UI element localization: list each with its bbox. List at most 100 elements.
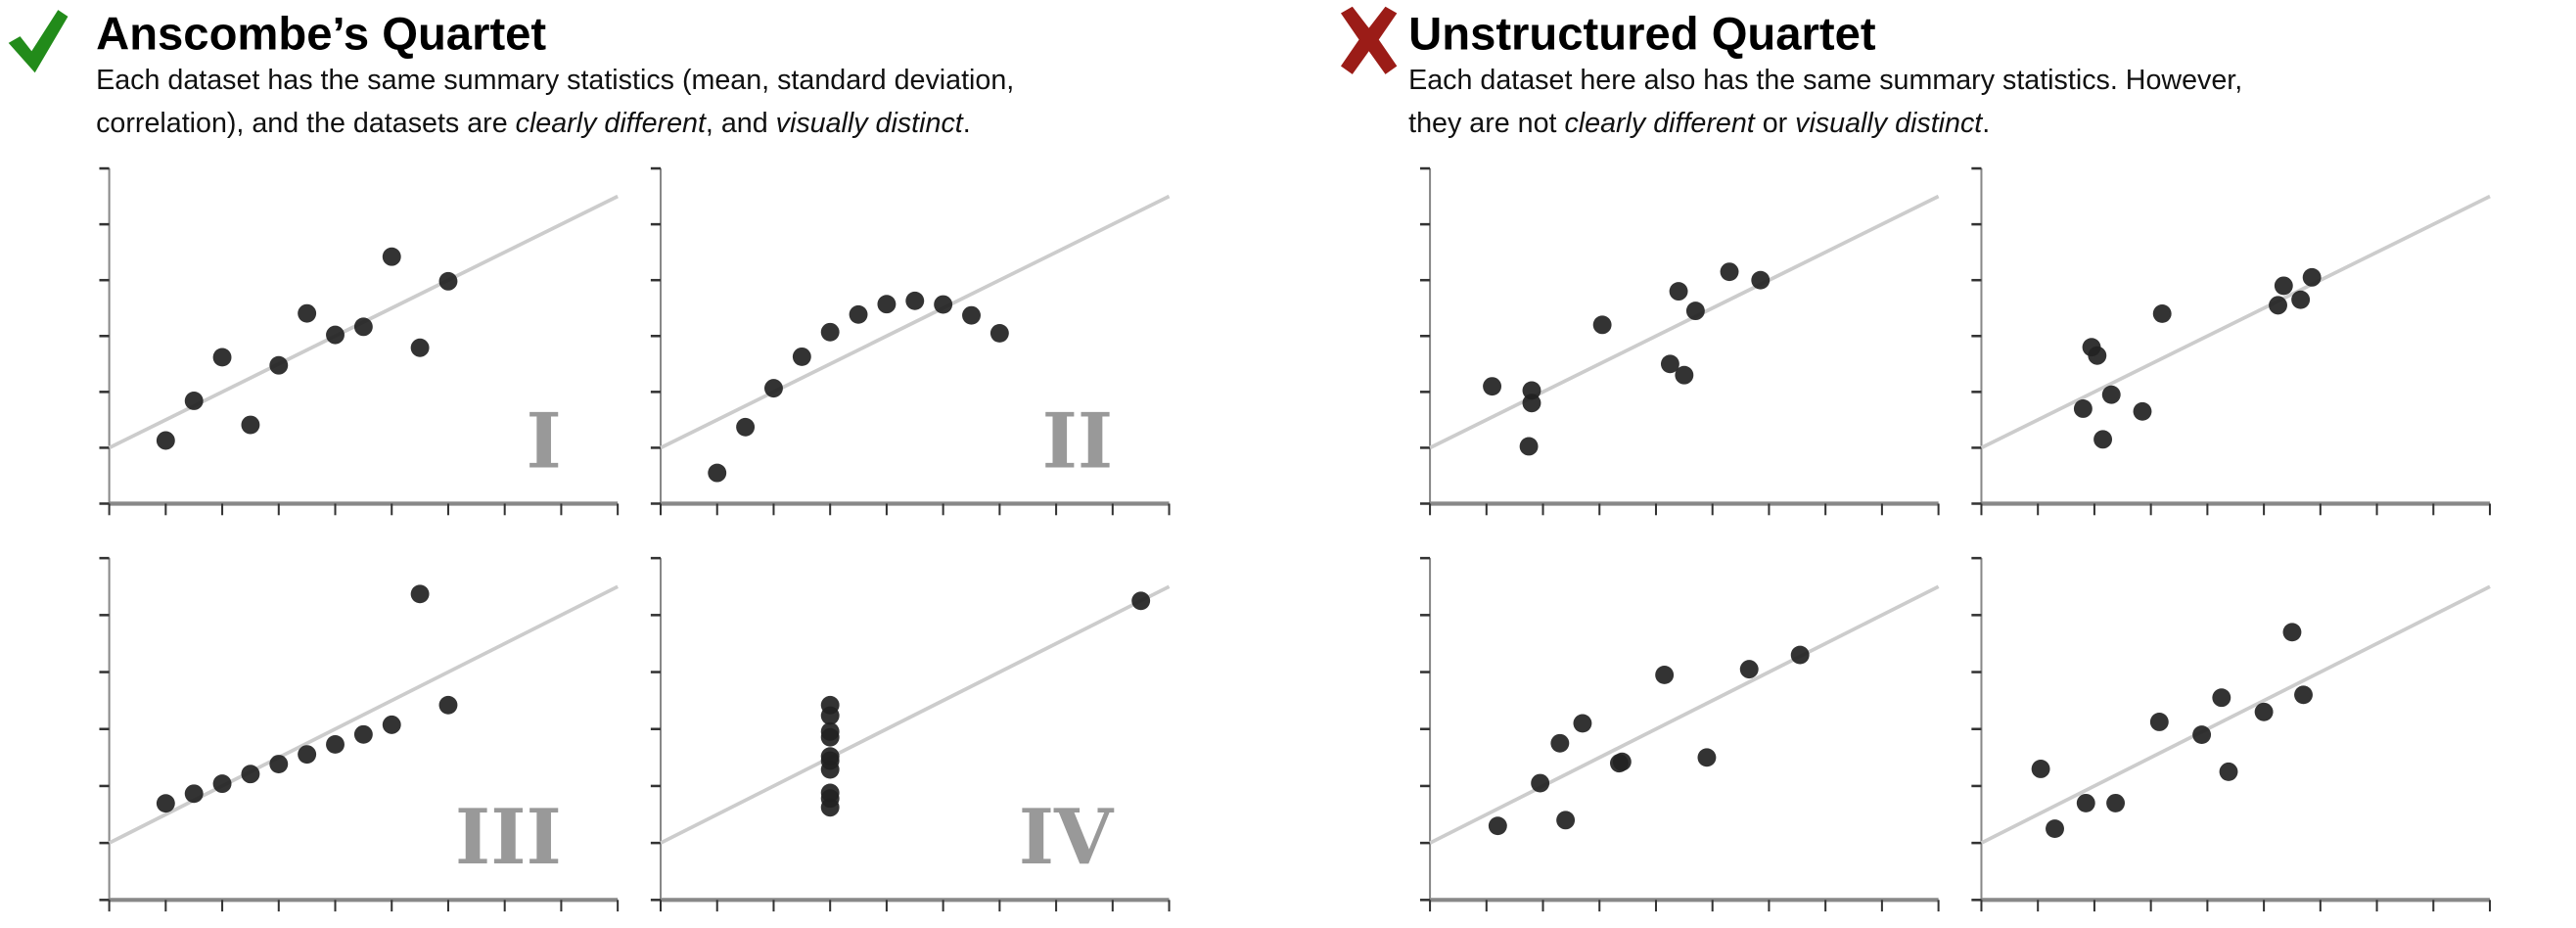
data-point bbox=[989, 323, 1009, 343]
left-header: Anscombe’s Quartet Each dataset has the … bbox=[8, 9, 1014, 139]
data-point bbox=[2031, 760, 2050, 778]
right-subtitle-text: . bbox=[1982, 108, 1990, 139]
data-point bbox=[820, 706, 840, 725]
left-subtitle-text: correlation), and the datasets are bbox=[96, 108, 516, 139]
regression-line bbox=[1429, 584, 1940, 845]
data-point bbox=[1720, 262, 1739, 282]
data-point bbox=[764, 379, 783, 398]
data-point bbox=[241, 765, 260, 784]
data-point bbox=[905, 291, 925, 310]
data-point bbox=[184, 392, 204, 410]
data-point bbox=[212, 348, 232, 367]
regression-line bbox=[660, 584, 1171, 845]
data-point bbox=[2274, 276, 2293, 296]
right-title: Unstructured Quartet bbox=[1408, 9, 1876, 61]
data-point bbox=[1550, 733, 1570, 753]
data-point bbox=[1669, 282, 1688, 302]
data-point bbox=[2073, 399, 2093, 418]
data-point bbox=[326, 735, 345, 754]
right-subtitle-line2: they are not clearly different or visual… bbox=[1408, 108, 1990, 139]
scatter-panel: III bbox=[99, 556, 620, 912]
data-point bbox=[298, 745, 317, 765]
data-point bbox=[1483, 377, 1502, 396]
right-subtitle-text: they are not bbox=[1408, 108, 1564, 139]
data-point bbox=[241, 415, 260, 435]
data-point bbox=[2219, 762, 2238, 781]
panel-label: I bbox=[526, 396, 561, 486]
data-point bbox=[2212, 688, 2231, 708]
data-point bbox=[269, 755, 289, 773]
panel-label: II bbox=[1042, 396, 1114, 486]
data-point bbox=[2088, 346, 2107, 365]
data-point bbox=[156, 794, 175, 813]
data-point bbox=[382, 715, 401, 734]
data-point bbox=[1519, 437, 1539, 456]
data-point bbox=[410, 584, 430, 604]
left-subtitle-text: , and bbox=[706, 108, 776, 139]
left-subtitle-emphasis: clearly different bbox=[516, 108, 707, 139]
data-point bbox=[1488, 816, 1507, 836]
data-point bbox=[1751, 270, 1771, 290]
data-point bbox=[2101, 385, 2121, 404]
regression-line bbox=[1429, 194, 1940, 450]
data-point bbox=[298, 303, 317, 323]
scatter-panel bbox=[1971, 166, 2492, 516]
data-point bbox=[2294, 685, 2313, 705]
data-point bbox=[1556, 811, 1576, 830]
left-subtitle-text: . bbox=[963, 108, 971, 139]
scatter-panel: II bbox=[650, 166, 1171, 516]
data-point bbox=[1522, 394, 1541, 413]
right-subtitle-line1: Each dataset here also has the same summ… bbox=[1408, 65, 2242, 96]
data-point bbox=[820, 789, 840, 809]
cross-icon bbox=[1340, 6, 1398, 74]
data-point bbox=[1697, 748, 1717, 767]
data-point bbox=[1655, 666, 1675, 684]
data-point bbox=[2282, 623, 2302, 642]
scatter-panel: I bbox=[99, 166, 620, 516]
data-point bbox=[1660, 354, 1679, 374]
data-point bbox=[326, 325, 345, 345]
scatter-panel bbox=[1971, 556, 2492, 912]
right-subtitle-text: or bbox=[1755, 108, 1795, 139]
left-subtitle-line2: correlation), and the datasets are clear… bbox=[96, 108, 971, 139]
data-point bbox=[212, 774, 232, 794]
data-point bbox=[962, 305, 981, 325]
data-point bbox=[2152, 303, 2172, 323]
data-point bbox=[382, 247, 401, 266]
panel-label: IV bbox=[1019, 793, 1115, 882]
data-point bbox=[877, 295, 897, 314]
scatter-panel bbox=[1419, 166, 1940, 516]
scatter-panel bbox=[1419, 556, 1940, 912]
left-subtitle-line1: Each dataset has the same summary statis… bbox=[96, 65, 1014, 96]
data-point bbox=[708, 463, 727, 483]
data-point bbox=[2192, 725, 2212, 745]
data-point bbox=[820, 721, 840, 741]
data-point bbox=[438, 271, 458, 291]
right-header: Unstructured Quartet Each dataset here a… bbox=[1340, 6, 2242, 139]
right-subtitle-emphasis: clearly different bbox=[1564, 108, 1755, 139]
data-point bbox=[1131, 591, 1151, 611]
data-point bbox=[1592, 315, 1612, 335]
data-point bbox=[934, 295, 953, 314]
regression-line bbox=[1980, 584, 2491, 845]
data-point bbox=[2046, 819, 2064, 839]
data-point bbox=[2133, 401, 2152, 421]
data-point bbox=[2302, 267, 2322, 287]
data-point bbox=[1675, 365, 1694, 385]
data-point bbox=[438, 695, 458, 715]
regression-line bbox=[1980, 194, 2491, 450]
right-subtitle-emphasis: visually distinct bbox=[1795, 108, 1983, 139]
data-point bbox=[1612, 752, 1632, 771]
data-point bbox=[1531, 773, 1550, 793]
data-point bbox=[2106, 793, 2126, 812]
check-icon bbox=[8, 10, 69, 73]
data-point bbox=[820, 322, 840, 342]
data-point bbox=[269, 355, 289, 375]
data-point bbox=[2269, 296, 2287, 315]
data-point bbox=[736, 417, 756, 437]
data-point bbox=[353, 724, 373, 744]
data-point bbox=[156, 431, 175, 450]
data-point bbox=[184, 784, 204, 804]
